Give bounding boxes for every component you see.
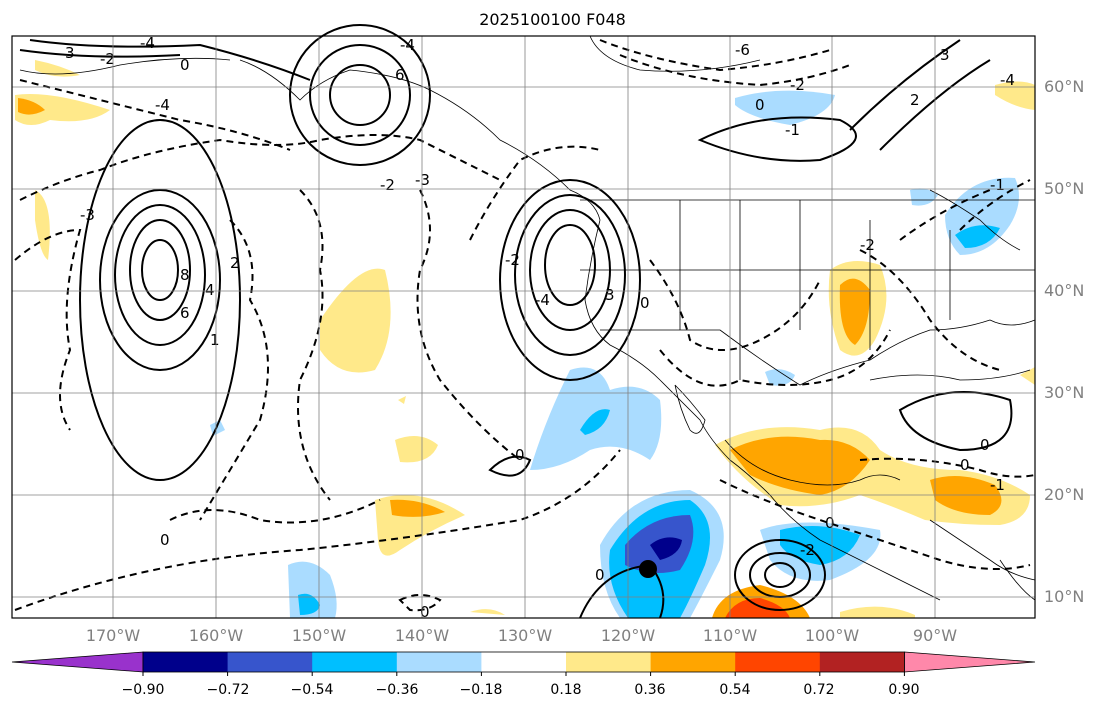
lon-label: 140°W [394,626,450,645]
lat-label: 60°N [1044,77,1085,96]
colorbar-tick-label: −0.18 [459,682,503,698]
contour-label: 4 [205,281,215,299]
lon-label: 90°W [912,626,958,645]
colorbar-extend-high [904,651,1036,673]
contour-label: -2 [380,176,395,194]
plot-title: 2025100100 F048 [479,10,626,29]
colorbar-segment [227,652,313,672]
contour-label: -4 [155,96,170,114]
colorbar-segment [735,652,821,672]
contour-label: 1 [210,331,220,349]
contour-label: 0 [160,531,170,549]
contour-label: 3 [605,286,615,304]
lon-label: 100°W [804,626,860,645]
contour-label: -3 [80,206,95,224]
colorbar-segment [312,652,398,672]
colorbar-segment [566,652,652,672]
contour-labels: 8 6 4 2 1 0 0 0 0 0 0 0 0 0 -1 -1 0 -2 -… [65,34,1015,621]
contour-label: 0 [420,603,430,621]
contour-label: -6 [735,41,750,59]
colorbar-segment [650,652,736,672]
lon-label: 110°W [702,626,758,645]
contour-label: 3 [940,46,950,64]
colorbar-frame [142,651,905,673]
shaded-fields [15,60,1035,618]
lat-label: 30°N [1044,383,1085,402]
map-panel: 8 6 4 2 1 0 0 0 0 0 0 0 0 0 -1 -1 0 -2 -… [11,24,1036,621]
contour-label: 0 [515,446,525,464]
colorbar-segment [396,652,482,672]
contour-label: -4 [1000,71,1015,89]
contour-label: 0 [640,294,650,312]
colorbar-tick-label: 0.90 [888,682,920,698]
lon-label: 160°W [188,626,244,645]
contours-dashed [14,39,1036,612]
contour-label: 2 [230,254,240,272]
contour-label: 0 [180,56,190,74]
contour-label: 2 [910,91,920,109]
colorbar-tick-label: 0.72 [803,682,835,698]
lat-label: 20°N [1044,485,1085,504]
contour-label: 0 [595,566,605,584]
colorbar-tick-label: 0.18 [550,682,582,698]
colorbar-tick-label: −0.90 [121,682,165,698]
colorbar [11,651,1036,676]
contour-label: -4 [140,34,155,52]
colorbar-tick-label: 0.54 [719,682,751,698]
lon-label: 170°W [85,626,141,645]
contour-label: 3 [65,44,75,62]
colorbar-segment [143,652,229,672]
marker-dot [639,560,657,578]
contour-label: -1 [990,176,1005,194]
contour-label: -4 [400,36,415,54]
contour-label: -2 [860,236,875,254]
lat-label: 40°N [1044,281,1085,300]
lon-label: 130°W [497,626,553,645]
contour-label: -2 [790,76,805,94]
contour-label: 0 [755,96,765,114]
contour-label: 6 [180,304,190,322]
colorbar-tick-label: 0.36 [634,682,666,698]
colorbar-extend-low [11,651,144,673]
colorbar-segment [481,652,567,672]
colorbar-tick-label: −0.72 [206,682,250,698]
contour-label: -4 [535,291,550,309]
contour-label: 0 [960,456,970,474]
graticule [12,36,1035,618]
contour-label: 0 [825,514,835,532]
contour-label: -2 [505,251,520,269]
contour-label: -2 [100,50,115,68]
colorbar-segment [819,652,905,672]
lat-label: 50°N [1044,179,1085,198]
contour-label: 8 [180,266,190,284]
contour-label: 6 [395,66,405,84]
lon-label: 150°W [291,626,347,645]
colorbar-tick-label: −0.54 [290,682,334,698]
lon-label: 120°W [600,626,656,645]
contour-label: -2 [800,541,815,559]
contour-label: -1 [990,476,1005,494]
contour-label: -1 [785,121,800,139]
contour-label: 0 [980,436,990,454]
lat-label: 10°N [1044,587,1085,606]
contour-label: -3 [415,171,430,189]
colorbar-tick-label: −0.36 [375,682,419,698]
